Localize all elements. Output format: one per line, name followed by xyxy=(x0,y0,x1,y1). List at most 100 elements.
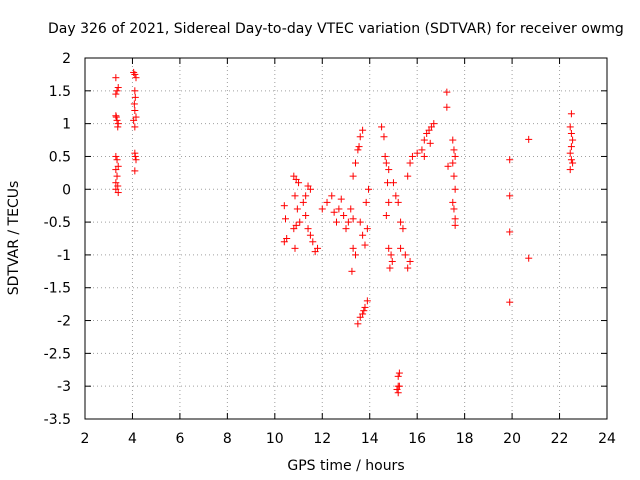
data-point xyxy=(281,215,289,223)
data-point xyxy=(426,139,434,147)
data-point xyxy=(566,123,574,131)
data-point xyxy=(387,251,395,259)
y-tick-label: -1.5 xyxy=(44,281,71,297)
data-point xyxy=(131,123,139,131)
data-point xyxy=(348,267,356,275)
x-tick-label: 6 xyxy=(175,431,184,447)
data-point xyxy=(363,225,371,233)
data-point xyxy=(566,166,574,174)
data-point xyxy=(344,218,352,226)
data-point xyxy=(328,192,336,200)
y-tick-label: -0.5 xyxy=(44,215,71,231)
data-point xyxy=(406,257,414,265)
data-point xyxy=(408,152,416,160)
data-point xyxy=(351,159,359,167)
data-point xyxy=(302,212,310,220)
data-point xyxy=(291,192,299,200)
data-point xyxy=(385,198,393,206)
data-point xyxy=(349,172,357,180)
data-point xyxy=(113,87,121,95)
data-point xyxy=(290,225,298,233)
data-point xyxy=(394,389,402,397)
data-point xyxy=(131,152,139,160)
data-point xyxy=(306,231,314,239)
data-point xyxy=(280,202,288,210)
data-point xyxy=(566,149,574,157)
data-point xyxy=(378,123,386,131)
data-point xyxy=(314,244,322,252)
data-point xyxy=(395,369,403,377)
data-point xyxy=(355,143,363,151)
data-point xyxy=(451,215,459,223)
data-point xyxy=(360,307,368,315)
data-points xyxy=(112,68,577,397)
data-point xyxy=(385,244,393,252)
data-point xyxy=(569,136,577,144)
y-tick-label: 1 xyxy=(62,117,71,133)
data-point xyxy=(113,116,121,124)
x-tick-label: 16 xyxy=(408,431,426,447)
data-point xyxy=(443,103,451,111)
data-point xyxy=(388,257,396,265)
data-point xyxy=(397,218,405,226)
data-point xyxy=(302,192,310,200)
data-point xyxy=(365,185,373,193)
data-point xyxy=(112,152,120,160)
data-point xyxy=(450,146,458,154)
data-point xyxy=(380,133,388,141)
data-point xyxy=(304,225,312,233)
data-point xyxy=(309,238,317,246)
y-tick-label: -3 xyxy=(57,379,71,395)
data-point xyxy=(112,112,120,120)
data-point xyxy=(506,298,514,306)
x-tick-label: 4 xyxy=(128,431,137,447)
data-point xyxy=(413,149,421,157)
data-point xyxy=(330,208,338,216)
y-tick-label: -1 xyxy=(57,248,71,264)
data-point xyxy=(363,297,371,305)
data-point xyxy=(114,123,122,131)
data-point xyxy=(525,135,533,143)
data-point xyxy=(354,320,362,328)
data-point xyxy=(113,156,121,164)
data-point xyxy=(361,303,369,311)
data-point xyxy=(420,136,428,144)
data-point xyxy=(335,205,343,213)
data-point xyxy=(449,136,457,144)
data-point xyxy=(567,143,575,151)
data-point xyxy=(451,221,459,229)
data-point xyxy=(359,310,367,318)
grid xyxy=(85,58,607,419)
data-point xyxy=(430,120,438,128)
data-point xyxy=(362,198,370,206)
data-point xyxy=(569,159,577,167)
data-point xyxy=(323,198,331,206)
data-point xyxy=(382,212,390,220)
data-point xyxy=(132,156,140,164)
data-point xyxy=(349,215,357,223)
chart-title: Day 326 of 2021, Sidereal Day-to-day VTE… xyxy=(48,21,624,37)
axes: 2 4 6 8 10 12 14 16 18 20 22 2421.510.50-0.5-1-1.5-… xyxy=(44,51,616,447)
data-point xyxy=(131,87,139,95)
data-point xyxy=(306,185,314,193)
data-point xyxy=(349,244,357,252)
plot-frame xyxy=(84,57,608,420)
data-point xyxy=(299,198,307,206)
x-axis-label: GPS time / hours xyxy=(287,458,404,474)
x-tick-label: 12 xyxy=(313,431,331,447)
data-point xyxy=(112,90,120,98)
data-point xyxy=(506,156,514,164)
data-point xyxy=(443,88,451,96)
data-point xyxy=(406,159,414,167)
data-point xyxy=(382,159,390,167)
data-point xyxy=(392,192,400,200)
data-point xyxy=(385,166,393,174)
data-point xyxy=(131,107,139,115)
data-point xyxy=(386,264,394,272)
x-tick-label: 18 xyxy=(456,431,474,447)
x-tick-label: 2 xyxy=(81,431,90,447)
x-tick-label: 24 xyxy=(598,431,616,447)
y-tick-label: 2 xyxy=(62,51,71,67)
data-point xyxy=(394,372,402,380)
